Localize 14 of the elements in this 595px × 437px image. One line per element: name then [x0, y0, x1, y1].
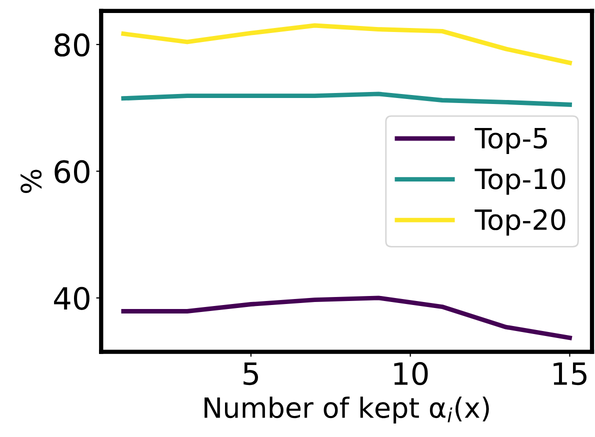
y-axis-title: % [20, 170, 42, 194]
line-series [121, 23, 572, 66]
x-tick-label: 15 [554, 362, 586, 386]
y-tick-label: 80 [54, 33, 90, 57]
y-tick-label: 40 [54, 286, 90, 310]
x-tick-label: 10 [394, 362, 428, 386]
line-series [121, 92, 572, 107]
line-series [121, 296, 572, 340]
x-tick-label: 5 [244, 362, 258, 386]
legend-label: Top-20 [474, 209, 566, 236]
legend-label: Top-5 [474, 128, 547, 154]
legend-label: Top-10 [474, 168, 566, 195]
x-axis-title: Number of kept α$_{i}$(x) [204, 396, 489, 424]
y-tick-label: 60 [54, 160, 90, 184]
